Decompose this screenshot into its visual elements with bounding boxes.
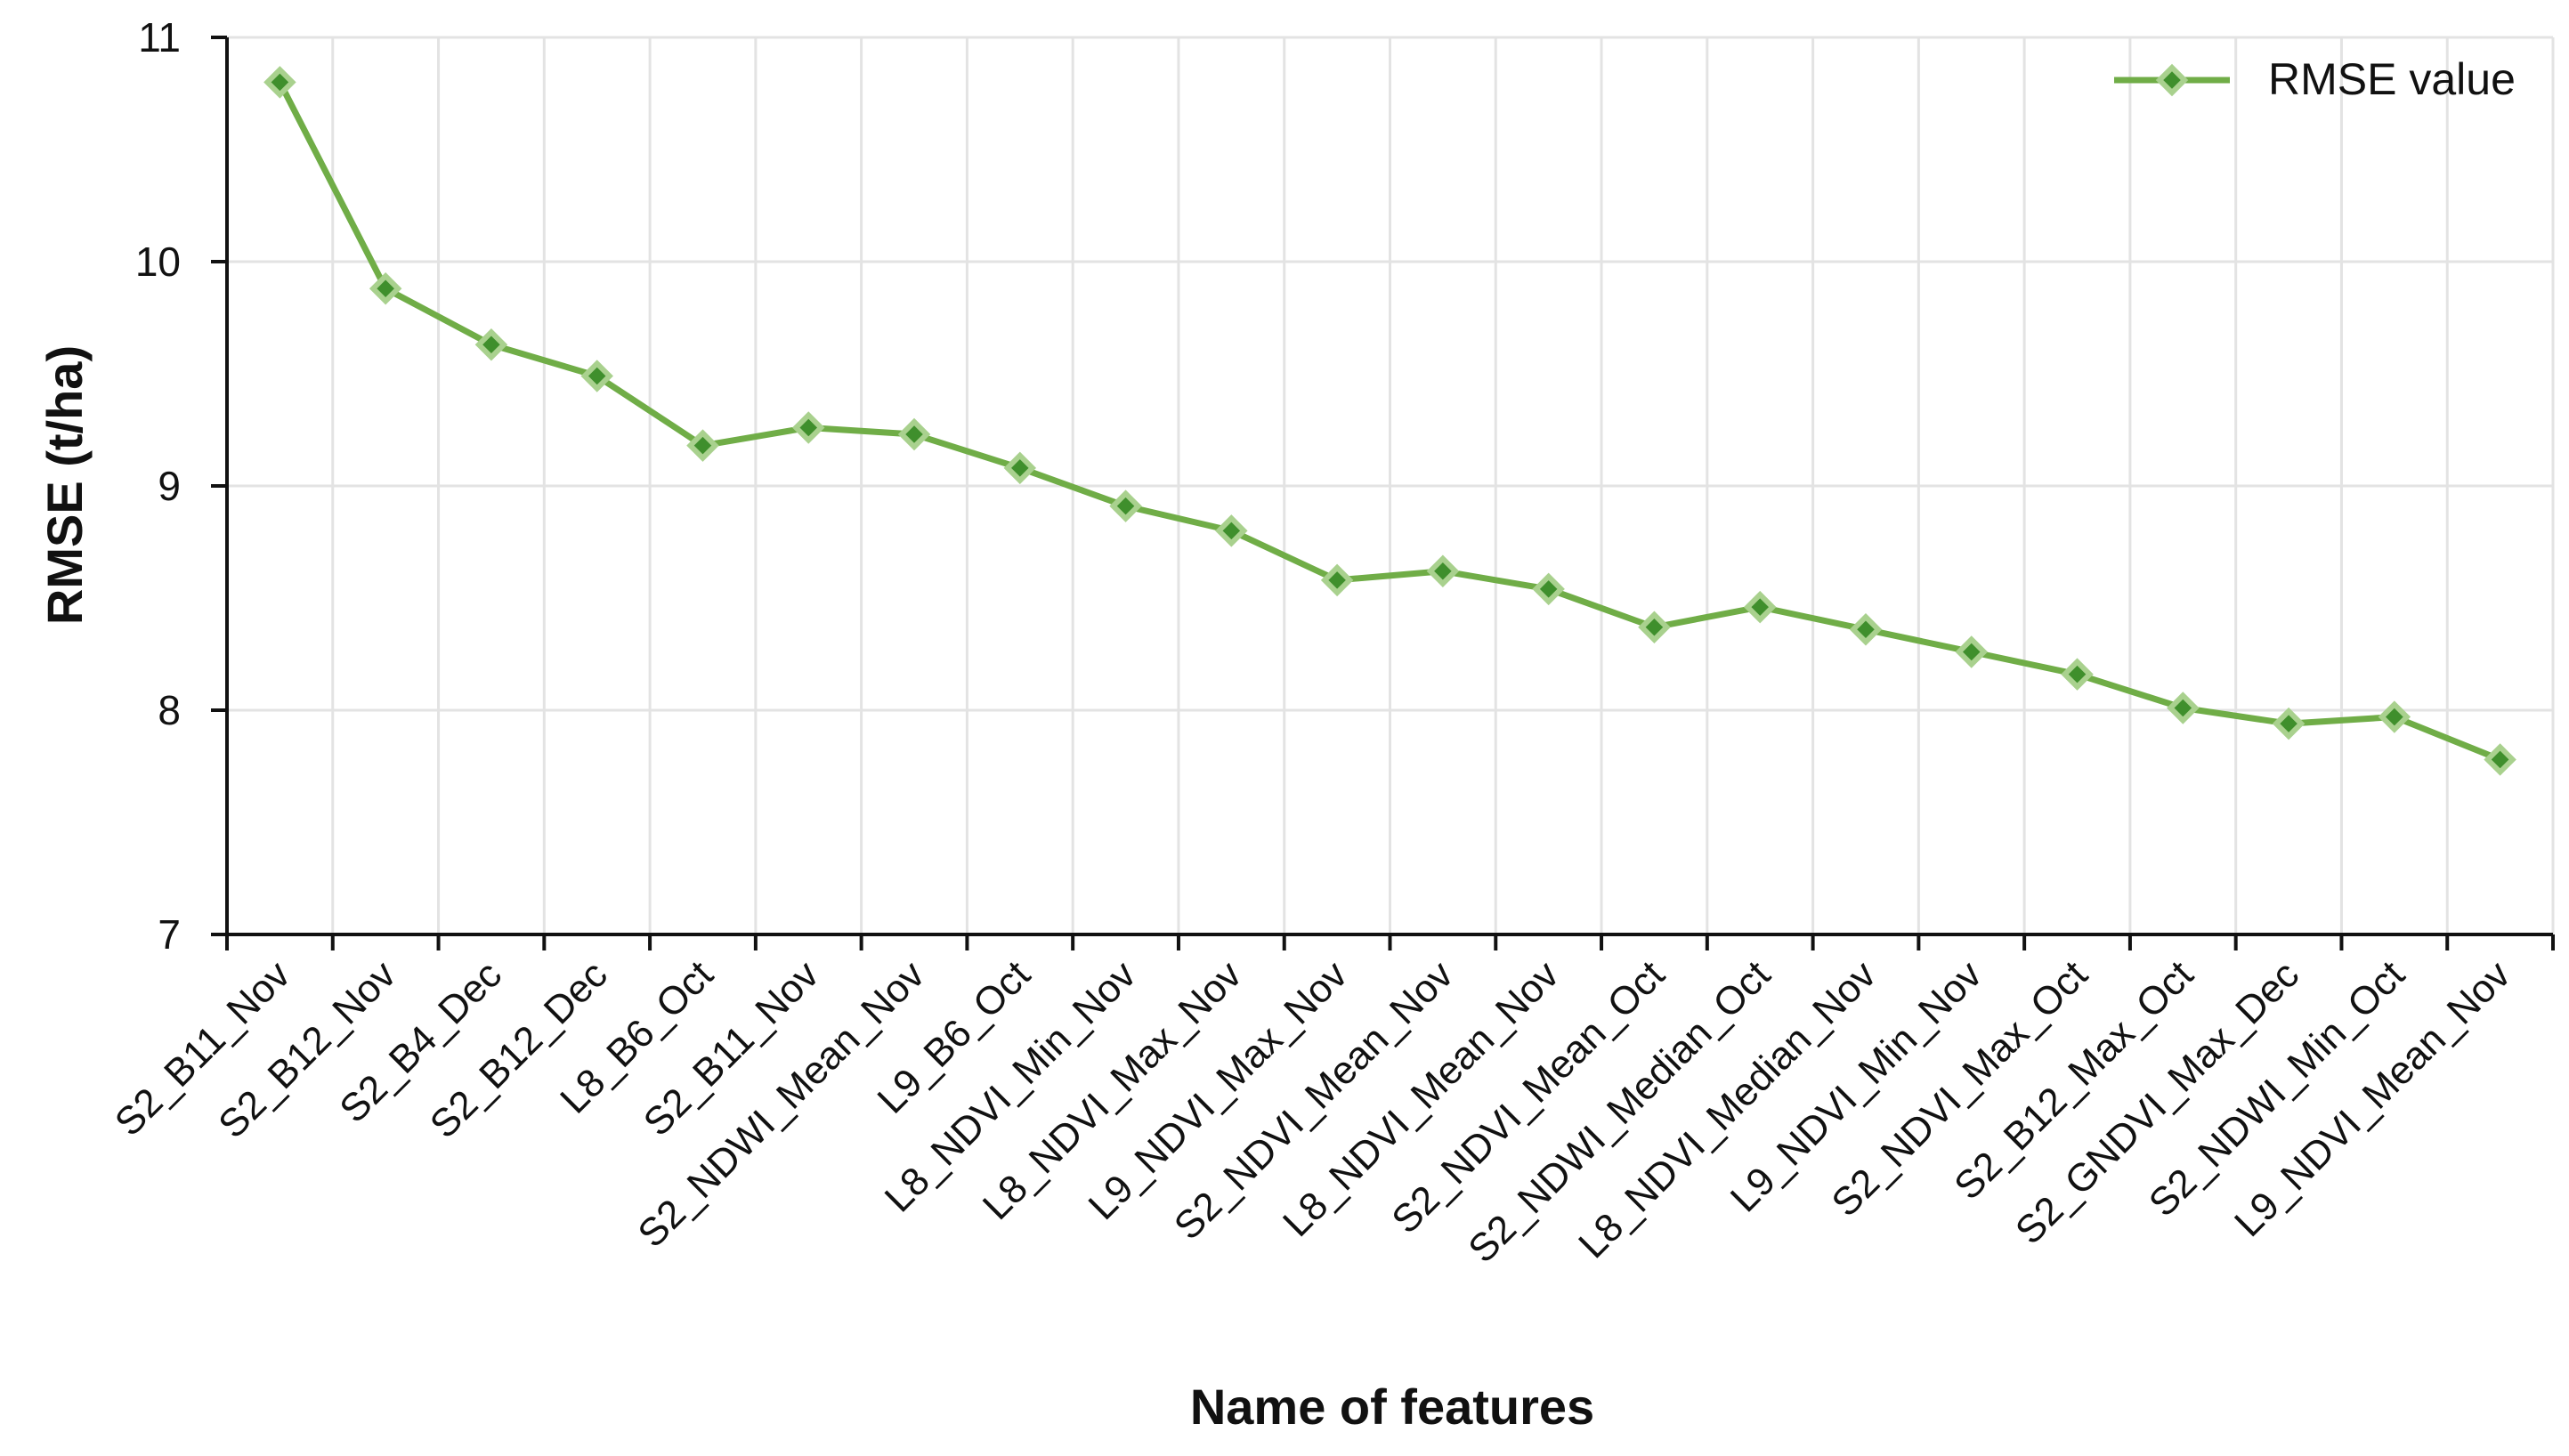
data-point-marker	[792, 411, 825, 444]
data-point-marker	[580, 360, 613, 392]
x-tick-labels: S2_B11_NovS2_B12_NovS2_B4_DecS2_B12_DecL…	[107, 952, 2519, 1271]
legend: RMSE value	[2114, 54, 2516, 104]
data-point-marker	[1215, 514, 1248, 547]
y-tick-label: 11	[138, 14, 181, 61]
data-point-marker	[474, 328, 508, 361]
series-line	[277, 80, 2501, 763]
y-tick-label: 7	[158, 911, 181, 958]
axes	[211, 36, 2555, 950]
y-axis-title: RMSE (t/ha)	[36, 345, 93, 625]
data-point-marker	[2484, 743, 2516, 776]
data-point-marker	[369, 271, 402, 305]
data-point-marker	[1849, 613, 1883, 646]
data-point-marker	[1320, 563, 1354, 597]
data-point-marker	[1426, 554, 1460, 588]
data-point-marker	[2061, 658, 2094, 691]
data-point-marker	[1955, 635, 1988, 668]
x-axis-title: Name of features	[1190, 1379, 1594, 1435]
data-point-marker	[1638, 611, 1671, 644]
data-point-marker	[2378, 700, 2411, 733]
data-point-marker	[1003, 451, 1037, 485]
data-point-marker	[263, 66, 296, 99]
y-tick-labels: 7 8 9 10 11	[135, 14, 181, 958]
gridlines	[227, 36, 2555, 934]
y-tick-label: 8	[158, 687, 181, 733]
y-tick-label: 9	[158, 463, 181, 509]
data-series	[263, 66, 2516, 776]
legend-marker-swatch	[2155, 63, 2189, 97]
legend-label: RMSE value	[2268, 54, 2516, 104]
data-point-marker	[2272, 707, 2306, 740]
y-tick-label: 10	[135, 239, 181, 285]
data-point-marker	[686, 429, 719, 462]
data-point-marker	[1743, 590, 1777, 624]
data-point-marker	[897, 417, 931, 451]
data-point-marker	[1532, 572, 1565, 606]
data-point-marker	[2167, 692, 2200, 724]
data-point-marker	[1109, 489, 1142, 522]
